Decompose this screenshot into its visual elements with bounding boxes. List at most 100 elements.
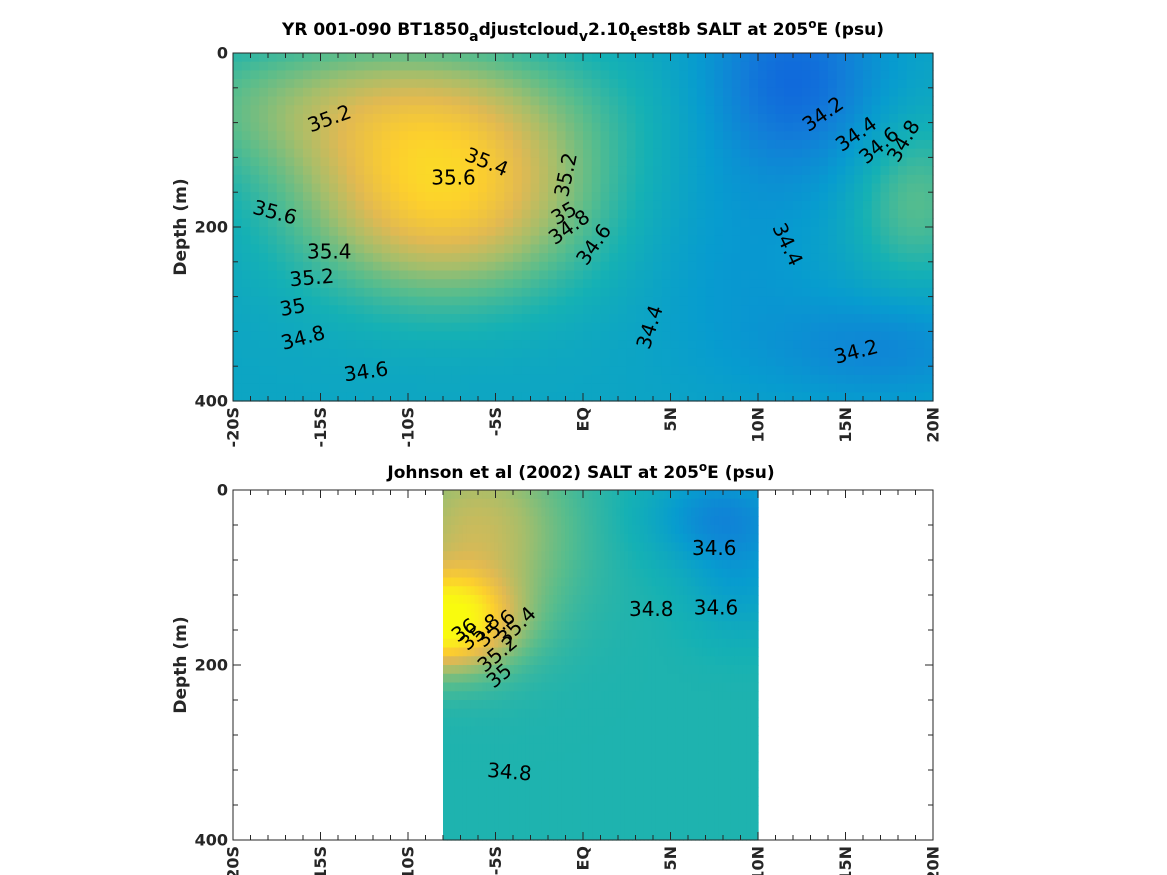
heatmap-cell bbox=[285, 322, 295, 332]
heatmap-cell bbox=[494, 498, 499, 509]
heatmap-cell bbox=[819, 192, 829, 202]
heatmap-cell bbox=[661, 322, 672, 332]
heatmap-cell bbox=[311, 331, 322, 341]
heatmap-cell bbox=[584, 700, 590, 710]
heatmap-cell bbox=[819, 174, 829, 185]
heatmap-cell bbox=[513, 796, 519, 806]
heatmap-cell bbox=[596, 612, 602, 622]
heatmap-cell bbox=[451, 131, 462, 141]
heatmap-cell bbox=[311, 322, 322, 332]
heatmap-cell bbox=[810, 174, 820, 185]
heatmap-cell bbox=[513, 525, 519, 535]
heatmap-cell bbox=[303, 105, 313, 115]
heatmap-cell bbox=[537, 700, 543, 710]
heatmap-cell bbox=[644, 200, 654, 211]
heatmap-cell bbox=[688, 331, 698, 341]
heatmap-cell bbox=[490, 551, 495, 561]
heatmap-cell bbox=[556, 131, 567, 141]
heatmap-cell bbox=[399, 192, 409, 202]
heatmap-cell bbox=[434, 244, 444, 254]
heatmap-cell bbox=[268, 122, 278, 132]
heatmap-cell bbox=[836, 279, 847, 289]
heatmap-cell bbox=[679, 374, 689, 385]
heatmap-cell bbox=[320, 53, 330, 63]
heatmap-cell bbox=[451, 122, 462, 132]
heatmap-cell bbox=[915, 305, 925, 315]
heatmap-cell bbox=[758, 96, 768, 106]
heatmap-cell bbox=[513, 743, 519, 754]
heatmap-cell bbox=[502, 691, 507, 701]
heatmap-cell bbox=[556, 322, 567, 332]
heatmap-cell bbox=[635, 357, 645, 367]
heatmap-cell bbox=[626, 113, 637, 124]
heatmap-cell bbox=[537, 831, 543, 841]
heatmap-cell bbox=[810, 244, 820, 254]
heatmap-cell bbox=[460, 105, 470, 115]
heatmap-cell bbox=[466, 822, 472, 832]
heatmap-cell bbox=[626, 61, 637, 71]
heatmap-cell bbox=[466, 560, 472, 570]
heatmap-cell bbox=[450, 778, 456, 789]
heatmap-cell bbox=[355, 261, 365, 272]
heatmap-cell bbox=[454, 682, 460, 692]
heatmap-cell bbox=[604, 603, 609, 614]
heatmap-cell bbox=[537, 708, 543, 719]
heatmap-cell bbox=[635, 209, 645, 219]
heatmap-cell bbox=[576, 595, 582, 605]
heatmap-cell bbox=[688, 105, 698, 115]
heatmap-cell bbox=[723, 244, 733, 254]
heatmap-cell bbox=[502, 822, 507, 832]
heatmap-cell bbox=[494, 813, 499, 824]
heatmap-cell bbox=[661, 383, 672, 393]
heatmap-cell bbox=[626, 374, 637, 385]
heatmap-cell bbox=[626, 314, 637, 324]
heatmap-cell bbox=[533, 708, 539, 719]
heatmap-cell bbox=[504, 131, 514, 141]
heatmap-cell bbox=[898, 322, 908, 332]
heatmap-cell bbox=[670, 79, 680, 89]
heatmap-cell bbox=[416, 140, 427, 150]
heatmap-cell bbox=[561, 498, 566, 509]
heatmap-cell bbox=[294, 209, 304, 219]
heatmap-cell bbox=[495, 305, 505, 315]
heatmap-cell bbox=[880, 148, 890, 158]
heatmap-cell bbox=[906, 348, 917, 359]
heatmap-cell bbox=[596, 498, 602, 509]
heatmap-cell bbox=[537, 595, 543, 605]
heatmap-cell bbox=[450, 560, 456, 570]
heatmap-cell bbox=[470, 752, 476, 762]
heatmap-cell bbox=[696, 244, 707, 254]
heatmap-cell bbox=[373, 357, 383, 367]
heatmap-cell bbox=[863, 174, 873, 185]
heatmap-cell bbox=[495, 392, 505, 402]
heatmap-cell bbox=[478, 131, 488, 141]
heatmap-cell bbox=[311, 261, 322, 272]
heatmap-cell bbox=[513, 287, 523, 298]
heatmap-cell bbox=[819, 261, 829, 272]
heatmap-cell bbox=[486, 630, 491, 640]
heatmap-cell bbox=[294, 227, 304, 237]
heatmap-cell bbox=[311, 105, 322, 115]
heatmap-cell bbox=[506, 560, 511, 570]
heatmap-cell bbox=[596, 682, 602, 692]
heatmap-cell bbox=[521, 105, 532, 115]
heatmap-cell bbox=[517, 490, 523, 500]
heatmap-cell bbox=[705, 131, 715, 141]
heatmap-cell bbox=[443, 200, 453, 211]
heatmap-cell bbox=[486, 261, 497, 272]
heatmap-cell bbox=[462, 498, 468, 509]
heatmap-cell bbox=[443, 516, 448, 526]
heatmap-cell bbox=[478, 209, 488, 219]
heatmap-cell bbox=[443, 700, 448, 710]
heatmap-cell bbox=[233, 53, 243, 63]
heatmap-cell bbox=[506, 831, 511, 841]
heatmap-cell bbox=[513, 53, 523, 63]
heatmap-cell bbox=[241, 374, 252, 385]
heatmap-cell bbox=[819, 279, 829, 289]
heatmap-cell bbox=[466, 498, 472, 509]
heatmap-cell bbox=[454, 621, 460, 631]
heatmap-cell bbox=[580, 726, 586, 736]
heatmap-cell bbox=[502, 743, 507, 754]
heatmap-cell bbox=[854, 383, 864, 393]
heatmap-cell bbox=[541, 595, 546, 605]
